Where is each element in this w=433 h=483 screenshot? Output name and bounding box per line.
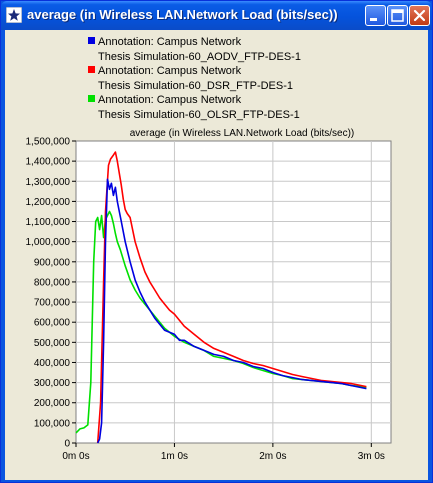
title-bar[interactable]: average (in Wireless LAN.Network Load (b… [1,1,432,30]
y-tick-label: 300,000 [34,378,71,389]
x-axis: 0m 0s 1m 0s 2m 0s 3m 0s [62,443,385,462]
y-tick-label: 600,000 [34,318,71,329]
y-tick-label: 1,200,000 [26,197,71,208]
y-tick-label: 900,000 [34,257,71,268]
chart-title: average (in Wireless LAN.Network Load (b… [130,128,355,139]
legend-olsr-line2: Thesis Simulation-60_OLSR_FTP-DES-1 [98,109,300,121]
x-tick-label: 0m 0s [62,451,89,462]
legend-olsr-line1: Annotation: Campus Network [98,94,242,106]
y-tick-label: 200,000 [34,398,71,409]
grid [76,141,391,443]
y-tick-label: 1,100,000 [26,217,71,228]
window-title: average (in Wireless LAN.Network Load (b… [27,7,338,22]
x-tick-label: 3m 0s [358,451,385,462]
x-tick-label: 2m 0s [259,451,286,462]
legend: Annotation: Campus Network Thesis Simula… [88,36,301,121]
legend-aodv-line2: Thesis Simulation-60_AODV_FTP-DES-1 [98,51,301,63]
legend-dsr-line2: Thesis Simulation-60_DSR_FTP-DES-1 [98,80,293,92]
close-icon [413,9,426,22]
legend-dsr-line1: Annotation: Campus Network [98,65,242,77]
legend-aodv-line1: Annotation: Campus Network [98,36,242,48]
y-tick-label: 1,300,000 [26,177,71,188]
chart-client-area: Annotation: Campus Network Thesis Simula… [5,30,428,480]
star-icon[interactable] [6,7,22,23]
close-button[interactable] [409,5,430,26]
maximize-button[interactable] [387,5,408,26]
minimize-icon [370,18,377,21]
legend-swatch-olsr [88,95,95,102]
minimize-button[interactable] [365,5,386,26]
legend-swatch-aodv [88,37,95,44]
y-tick-label: 800,000 [34,277,71,288]
chart-svg: Annotation: Campus Network Thesis Simula… [26,36,392,462]
plot-area [75,140,392,444]
y-tick-label: 1,000,000 [26,237,71,248]
y-tick-label: 1,400,000 [26,157,71,168]
x-tick-label: 1m 0s [161,451,188,462]
y-tick-label: 1,500,000 [26,137,71,148]
legend-swatch-dsr [88,66,95,73]
series-line-dsr [96,151,367,444]
y-tick-label: 500,000 [34,338,71,349]
maximize-icon [391,9,404,22]
series-line-aodv [96,178,367,444]
series-lines [75,151,367,444]
y-axis: 0 100,000 200,000 300,000 400,000 500,000 600,… [26,137,76,450]
y-tick-label: 700,000 [34,298,71,309]
y-tick-label: 400,000 [34,358,71,369]
y-tick-label: 100,000 [34,418,71,429]
y-tick-label: 0 [64,439,70,450]
